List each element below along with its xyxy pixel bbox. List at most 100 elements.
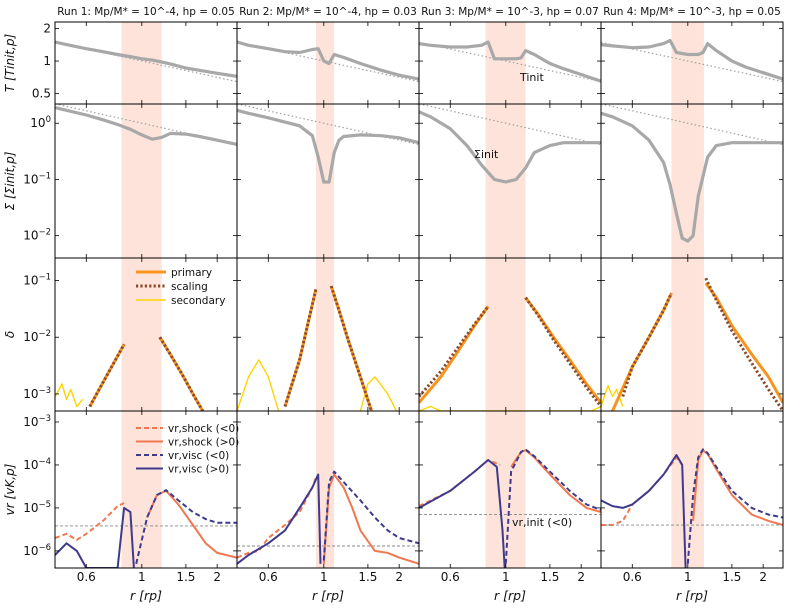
x-tick-label: 2 [213, 570, 221, 584]
scaling-line [524, 296, 601, 408]
vr-shock-pos-line [692, 449, 783, 526]
gap-band [485, 22, 526, 104]
y-tick-label: 1 [43, 54, 51, 68]
panel-plot-area [237, 411, 419, 568]
scaling-line [158, 336, 205, 411]
gap-band [671, 258, 704, 411]
gap-band [671, 104, 704, 258]
run-title: Run 2: Mp/M* = 10^-4, hp = 0.03 [239, 6, 417, 18]
panel-plot-area [419, 22, 601, 104]
initial-profile-line [601, 104, 783, 146]
primary-line [283, 288, 318, 407]
x-tick-label: 2 [395, 570, 403, 584]
row-ylabel: δ [3, 331, 17, 338]
surface-density-line [419, 110, 601, 184]
run-title: Run 1: Mp/M* = 10^-4, hp = 0.05 [57, 6, 235, 18]
legend-label: vr,shock (>0) [168, 437, 239, 449]
gap-band [121, 22, 162, 104]
vr-visc-neg-line [322, 470, 419, 561]
annotation-t-init: Tinit [519, 71, 544, 84]
surface-density-line [601, 111, 783, 243]
x-axis-label: r [rp] [676, 588, 708, 603]
panel-plot-area [419, 258, 601, 411]
y-tick-label: 0.5 [32, 87, 51, 101]
panel-plot-area [237, 22, 419, 104]
x-tick-label: 1 [502, 570, 510, 584]
panel-plot-area [55, 411, 237, 568]
y-tick-label: 10−3 [23, 414, 51, 429]
secondary-line [419, 405, 601, 411]
x-tick-label: 2 [759, 570, 767, 584]
initial-profile-line [419, 104, 601, 146]
gap-band [671, 411, 704, 568]
panel-plot-area [601, 22, 783, 104]
y-tick-label: 10−1 [23, 273, 51, 288]
y-tick-label: 10−6 [23, 543, 51, 558]
panel-plot-area [601, 411, 783, 568]
scaling-line [621, 292, 673, 397]
legend-label: secondary [171, 295, 225, 307]
x-tick-label: 1.5 [176, 570, 195, 584]
vr-visc-pos-line [237, 473, 322, 565]
x-axis-label: r [rp] [494, 588, 526, 603]
vr-visc-neg-line [686, 448, 783, 564]
x-axis-label: r [rp] [312, 588, 344, 603]
vr-visc-pos-line [419, 459, 506, 568]
vr-shock-neg-line [601, 456, 683, 526]
y-tick-label: 10−2 [23, 329, 51, 344]
x-axis-label: r [rp] [130, 588, 162, 603]
x-tick-label: 1.5 [540, 570, 559, 584]
panel-plot-area [601, 258, 783, 411]
vr-shock-pos-line [322, 473, 419, 565]
primary-line [704, 282, 783, 404]
x-tick-label: 0.6 [623, 570, 642, 584]
panel-plot-area [55, 22, 237, 104]
gap-band [485, 258, 526, 411]
run-title: Run 3: Mp/M* = 10^-3, hp = 0.07 [421, 6, 599, 18]
legend-label: vr,visc (>0) [168, 464, 229, 476]
x-tick-label: 1.5 [358, 570, 377, 584]
temperature-line [55, 40, 237, 78]
x-tick-label: 2 [577, 570, 585, 584]
gap-band [485, 411, 526, 568]
y-tick-label: 10−3 [23, 386, 51, 401]
x-tick-label: 0.6 [77, 570, 96, 584]
panel-plot-area [601, 104, 783, 258]
secondary-line [237, 359, 280, 411]
row-ylabel: vr [vK,p] [3, 463, 17, 515]
panel-frame [600, 410, 784, 569]
panel-plot-area [419, 411, 601, 568]
temperature-line [419, 40, 601, 83]
panel-plot-area [55, 258, 205, 411]
vr-visc-neg-line [504, 448, 601, 564]
vr-shock-neg-line [55, 502, 125, 541]
initial-profile-line [419, 41, 601, 83]
x-tick-label: 1 [320, 570, 328, 584]
panel-plot-area [55, 104, 237, 258]
x-tick-label: 1 [138, 570, 146, 584]
scaling-line [283, 288, 318, 407]
row-ylabel: T [Tinit,p] [3, 34, 17, 93]
legend-label: vr,shock (<0) [168, 423, 239, 435]
y-tick-label: 10−1 [23, 171, 51, 186]
scaling-line [419, 305, 490, 398]
gap-band [121, 411, 162, 568]
gap-band [121, 258, 162, 411]
gap-band [671, 22, 704, 104]
panel-plot-area [237, 104, 419, 258]
temperature-line [237, 40, 419, 81]
gap-band [315, 258, 335, 411]
annotation-sigma-init: Σinit [474, 148, 499, 161]
run-title: Run 4: Mp/M* = 10^-3, hp = 0.05 [603, 6, 781, 18]
legend-label: vr,visc (<0) [168, 450, 229, 462]
secondary-line [55, 383, 84, 408]
y-tick-label: 10−4 [23, 457, 51, 472]
panel-plot-area [237, 258, 398, 411]
legend-label: primary [171, 267, 212, 279]
scaling-line [88, 343, 126, 408]
surface-density-line [55, 106, 237, 146]
x-tick-label: 0.6 [441, 570, 460, 584]
y-tick-label: 10−2 [23, 228, 51, 243]
x-tick-label: 0.6 [259, 570, 278, 584]
